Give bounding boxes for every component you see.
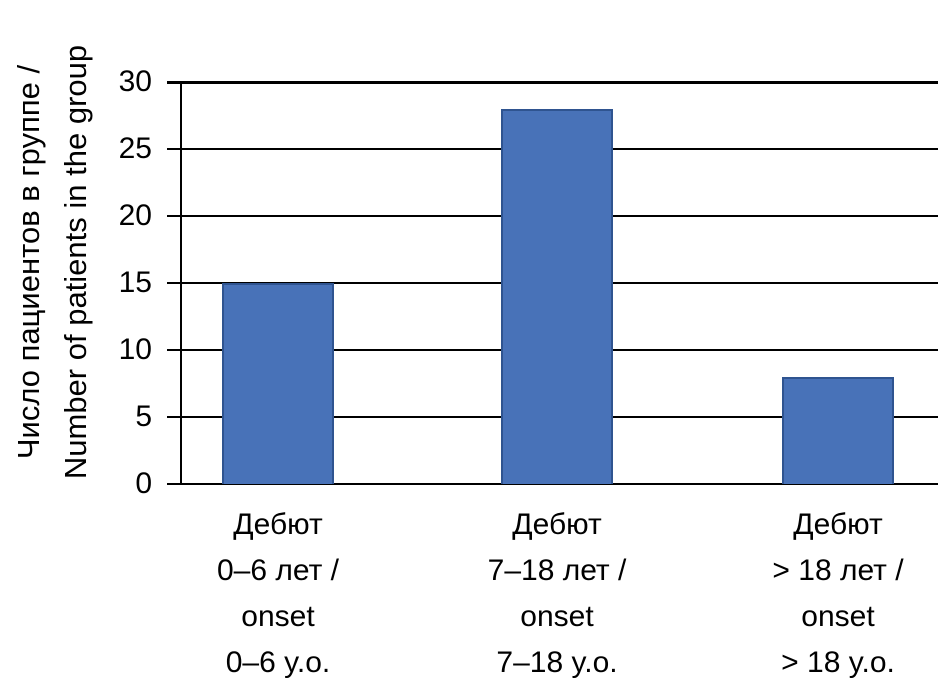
- y-tick-label: 0: [135, 467, 152, 500]
- x-tick-label-line: 0–6 y.o.: [225, 646, 331, 679]
- y-tick-label: 5: [135, 400, 152, 433]
- y-tick-label: 30: [118, 65, 152, 98]
- x-tick-label-line: Дебют: [512, 508, 602, 541]
- y-tick-label: 20: [118, 199, 152, 232]
- x-tick-label-line: 7–18 лет /: [487, 554, 627, 587]
- x-tick-label: Дебют 7–18 лет / onset 7–18 y.o.: [407, 502, 707, 686]
- x-tick-label-line: onset: [241, 600, 315, 633]
- bar: [501, 108, 613, 484]
- x-tick-label-line: 7–18 y.o.: [496, 646, 618, 679]
- x-tick-label: Дебют > 18 лет / onset > 18 y.o.: [688, 502, 944, 686]
- x-tick-label-line: 0–6 лет /: [217, 554, 339, 587]
- x-tick-label-line: Дебют: [233, 508, 323, 541]
- y-axis-line: [180, 82, 182, 485]
- bar: [222, 283, 334, 484]
- bar: [782, 376, 894, 484]
- x-tick-label-line: onset: [801, 600, 875, 633]
- gridline: [167, 483, 938, 485]
- x-tick-label-line: onset: [520, 600, 594, 633]
- y-tick-label: 25: [118, 132, 152, 165]
- x-tick-label-line: > 18 лет /: [772, 554, 904, 587]
- x-tick-label-line: > 18 y.o.: [781, 646, 895, 679]
- gridline: [167, 80, 938, 84]
- y-tick-label: 10: [118, 333, 152, 366]
- y-tick-label: 15: [118, 266, 152, 299]
- x-tick-label-line: Дебют: [793, 508, 883, 541]
- x-tick-label: Дебют 0–6 лет / onset 0–6 y.o.: [128, 502, 428, 686]
- y-axis-label-line-ru: Число пациентов в группе /: [11, 64, 46, 460]
